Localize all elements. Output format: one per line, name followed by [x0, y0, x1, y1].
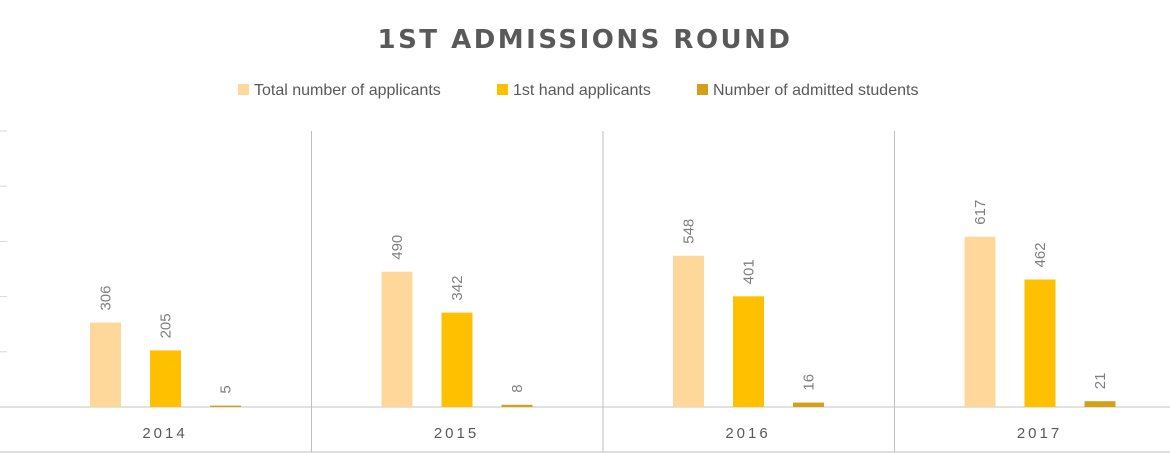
bar	[733, 296, 764, 407]
x-tick-label: 2014	[142, 425, 187, 442]
bar	[501, 404, 533, 407]
legend-label: Total number of applicants	[254, 82, 441, 99]
data-label: 490	[389, 235, 406, 260]
data-label: 462	[1032, 242, 1049, 267]
legend: Total number of applicants 1st hand appli…	[238, 82, 918, 99]
data-label: 8	[509, 384, 526, 392]
plot-area: 306 205 5 2014 490 342 8 2015 548 401 16 2016 617 462…	[0, 130, 1170, 453]
legend-swatch	[697, 84, 708, 95]
data-label: 617	[972, 200, 989, 225]
legend-swatch	[238, 84, 249, 95]
bar	[150, 350, 181, 407]
data-label: 21	[1092, 373, 1109, 390]
chart-title: 1ST ADMISSIONS ROUND	[377, 25, 792, 55]
bar	[793, 402, 824, 407]
legend-swatch	[497, 84, 508, 95]
legend-label: Number of admitted students	[713, 82, 918, 99]
bar	[1084, 401, 1116, 407]
data-label: 205	[158, 313, 175, 338]
bar	[441, 312, 473, 407]
data-label: 342	[449, 276, 466, 301]
bar	[90, 322, 121, 407]
bar	[964, 236, 996, 407]
legend-label: 1st hand applicants	[513, 82, 651, 99]
x-tick-label: 2015	[434, 425, 479, 442]
data-label: 401	[741, 259, 758, 284]
bar	[210, 405, 241, 407]
data-label: 5	[218, 385, 235, 393]
bar	[1024, 279, 1056, 407]
data-label: 306	[98, 286, 115, 311]
bar	[673, 255, 704, 407]
x-tick-label: 2017	[1017, 425, 1062, 442]
data-label: 16	[801, 374, 818, 391]
bar	[381, 271, 413, 407]
x-tick-label: 2016	[725, 425, 770, 442]
data-label: 548	[681, 219, 698, 244]
